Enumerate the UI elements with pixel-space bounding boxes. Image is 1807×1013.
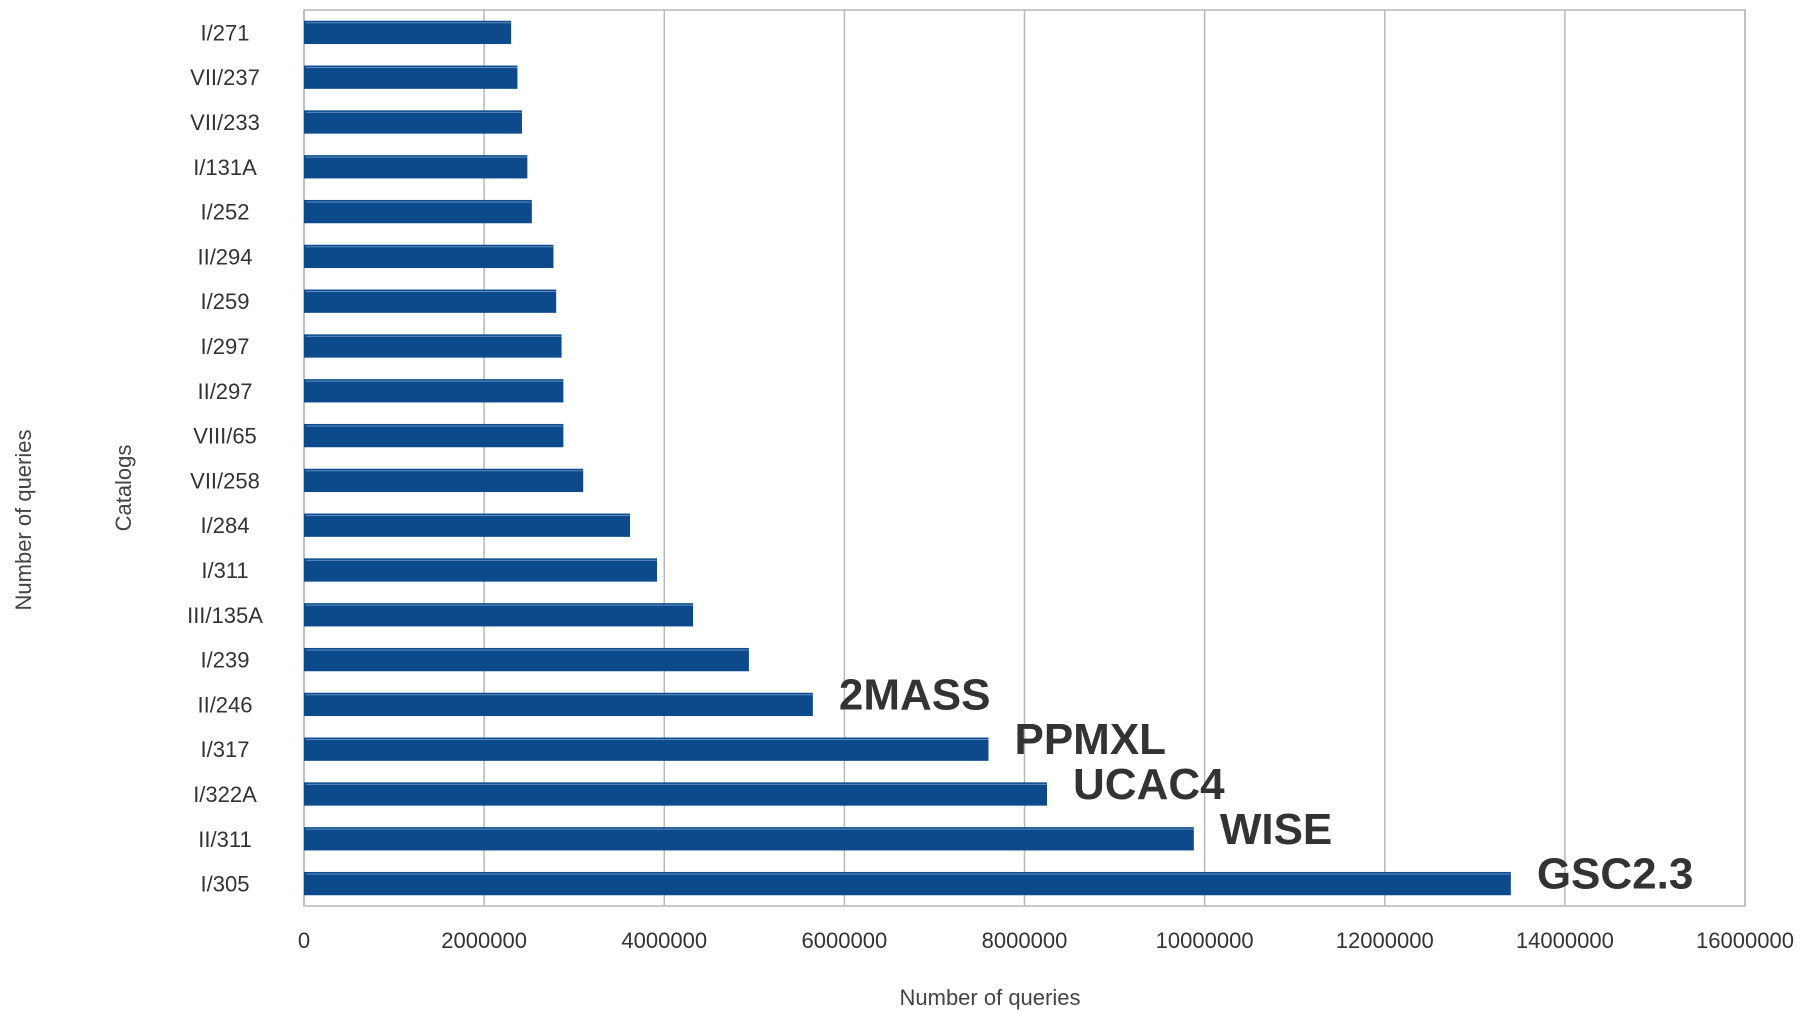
y-tick-label: III/135A	[187, 603, 263, 628]
bar-annotation: GSC2.3	[1537, 850, 1694, 899]
bar	[304, 65, 518, 89]
y-tick-label: II/294	[197, 244, 252, 269]
y-tick-label: VIII/65	[193, 424, 257, 449]
bar	[304, 423, 564, 448]
y-tick-label: I/322A	[193, 782, 257, 807]
x-tick-label: 8000000	[982, 928, 1068, 953]
bar-annotation: 2MASS	[839, 670, 991, 719]
x-tick-label: 4000000	[621, 928, 707, 953]
x-tick-label: 12000000	[1336, 928, 1434, 953]
x-tick-label: 16000000	[1696, 928, 1794, 953]
x-tick-labels: 0 2000000 4000000 6000000 8000000 10000000 120…	[298, 928, 1794, 953]
y-tick-label: II/246	[197, 692, 252, 717]
bar	[304, 155, 528, 179]
bar	[304, 110, 522, 134]
x-tick-label: 0	[298, 928, 310, 953]
y-tick-label: I/131A	[193, 155, 257, 180]
y-tick-label: I/311	[201, 558, 248, 583]
plot-frame	[303, 9, 1746, 907]
bar	[304, 289, 557, 313]
y-tick-label: VII/258	[190, 468, 260, 493]
bar	[304, 468, 584, 493]
y-tick-label: VII/233	[190, 110, 260, 135]
y-tick-label: I/305	[201, 872, 250, 897]
bars	[304, 20, 1511, 896]
bar	[304, 737, 989, 761]
y-tick-label: II/311	[198, 827, 251, 852]
y-tick-labels: I/271 VII/237 VII/233 I/131A I/252 II/294 I/25…	[187, 20, 263, 896]
y-axis-title: Catalogs	[111, 445, 136, 532]
bar	[304, 692, 813, 717]
bar	[304, 513, 631, 537]
y-tick-label: II/297	[197, 379, 252, 404]
bar	[304, 647, 749, 672]
bar	[304, 558, 658, 582]
bar	[304, 199, 532, 224]
bar-annotation: PPMXL	[1014, 715, 1166, 764]
bar-annotation: UCAC4	[1073, 760, 1225, 809]
y-tick-label: I/284	[201, 513, 250, 538]
x-tick-label: 10000000	[1156, 928, 1254, 953]
y-tick-label: I/239	[201, 648, 250, 673]
bar	[304, 871, 1511, 896]
bar-annotation: WISE	[1220, 805, 1332, 854]
bar	[304, 603, 694, 627]
outer-y-axis-title: Number of queries	[11, 430, 36, 611]
y-tick-label: I/317	[201, 737, 250, 762]
y-tick-label: I/297	[201, 334, 250, 359]
x-tick-label: 2000000	[441, 928, 527, 953]
gridlines	[303, 10, 1746, 906]
bar	[304, 379, 564, 403]
bar	[304, 244, 554, 269]
y-tick-label: I/252	[201, 200, 250, 225]
bar	[304, 782, 1048, 806]
y-tick-label: VII/237	[190, 65, 260, 90]
y-tick-label: I/271	[201, 20, 250, 45]
x-tick-label: 6000000	[802, 928, 888, 953]
x-axis-title: Number of queries	[900, 985, 1081, 1010]
bar	[304, 334, 562, 358]
bar	[304, 20, 512, 45]
bar	[304, 827, 1194, 851]
y-tick-label: I/259	[201, 289, 250, 314]
x-tick-label: 14000000	[1516, 928, 1614, 953]
